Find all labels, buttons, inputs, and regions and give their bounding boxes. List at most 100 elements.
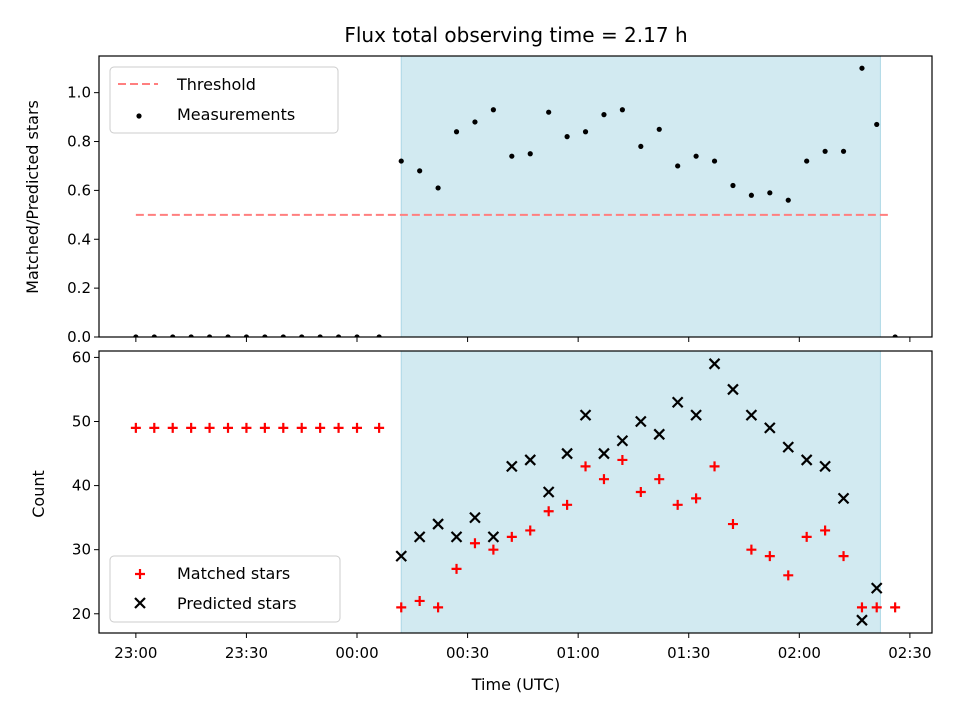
top-axes-frame <box>98 55 933 338</box>
measurement-point <box>527 151 533 157</box>
predicted-stars-point <box>800 454 813 466</box>
bottom-legend: Matched stars Predicted stars <box>109 555 341 623</box>
measurement-point <box>601 112 607 118</box>
measurement-point <box>693 153 699 159</box>
measurement-point <box>638 143 644 150</box>
x-tick-label: 01:30 <box>667 644 710 662</box>
predicted-stars-point <box>432 518 444 530</box>
predicted-stars-point <box>856 614 868 626</box>
bottom-y-tick-label: 40 <box>72 477 91 495</box>
bottom-y-tick-label: 60 <box>72 348 91 366</box>
matched-stars-point <box>820 525 831 536</box>
measurement-point <box>785 197 791 203</box>
bottom-y-tick-label: 30 <box>72 541 91 559</box>
top-series-0 <box>133 65 898 337</box>
predicted-stars-point <box>671 396 684 409</box>
matched-stars-point <box>691 493 702 504</box>
matched-stars-point <box>525 525 536 536</box>
measurement-point <box>317 334 323 337</box>
top-y-tick-label: 0.2 <box>67 279 91 297</box>
chart-title: Flux total observing time = 2.17 h <box>344 23 687 47</box>
measurement-point <box>490 107 496 113</box>
predicted-stars-point <box>708 358 721 370</box>
matched-stars-point <box>130 422 141 433</box>
matched-stars-point <box>783 570 794 581</box>
top-y-tick-label: 0.4 <box>67 230 91 248</box>
count-panel: 20 30 40 50 60 23:00 23:30 00:00 00:30 01:00 01:30… <box>72 348 933 662</box>
predicted-stars-point <box>635 415 647 428</box>
measurement-point <box>509 153 515 159</box>
legend-matched-swatch <box>135 569 145 579</box>
bottom-series-0 <box>130 422 901 613</box>
x-tick-label: 02:30 <box>888 644 931 662</box>
measurement-point <box>299 334 305 337</box>
matched-stars-point <box>296 422 307 433</box>
observing-window-shade <box>400 55 881 338</box>
measurement-point <box>280 334 286 337</box>
matched-stars-point <box>259 422 270 433</box>
matched-stars-point <box>469 538 480 549</box>
predicted-stars-point <box>561 447 573 460</box>
measurement-point <box>354 334 360 337</box>
measurement-point <box>472 119 478 125</box>
matched-stars-point <box>562 499 573 510</box>
matched-stars-point <box>598 474 609 485</box>
matched-stars-point <box>709 461 720 472</box>
matched-stars-point <box>764 551 775 562</box>
predicted-stars-point <box>487 531 500 543</box>
predicted-stars-point <box>690 409 702 421</box>
predicted-stars-point <box>870 582 883 594</box>
ratio-panel: 0.0 0.2 0.4 0.6 0.8 1.0 Threshold Measurements <box>67 55 933 346</box>
legend-measurements-swatch <box>136 113 142 119</box>
x-tick-label: 02:00 <box>778 644 821 662</box>
matched-stars-point <box>727 519 738 530</box>
matched-stars-point <box>186 422 197 433</box>
predicted-stars-point <box>413 531 426 543</box>
measurement-point <box>225 334 231 337</box>
top-y-axis-label: Matched/Predicted stars <box>23 100 42 294</box>
measurement-point <box>564 134 570 140</box>
predicted-stars-point <box>616 434 629 447</box>
measurement-point <box>206 334 213 337</box>
matched-stars-point <box>672 499 683 510</box>
measurement-point <box>748 192 754 198</box>
measurement-point <box>859 65 865 71</box>
matched-stars-point <box>414 595 425 606</box>
measurement-point <box>435 185 441 191</box>
x-tick-label: 00:30 <box>446 644 489 662</box>
legend-predicted-label: Predicted stars <box>177 594 297 613</box>
measurement-point <box>892 334 898 337</box>
matched-stars-point <box>890 602 901 613</box>
bottom-series-1 <box>395 358 883 626</box>
top-y-tick-label: 0.0 <box>67 328 91 346</box>
top-data <box>133 65 898 337</box>
predicted-stars-point <box>542 486 555 498</box>
matched-stars-point <box>488 544 499 555</box>
matched-stars-point <box>352 422 363 433</box>
legend-box <box>109 555 341 623</box>
measurement-point <box>335 334 342 337</box>
matched-stars-point <box>746 544 757 555</box>
measurement-point <box>453 129 460 135</box>
legend-box <box>109 66 339 134</box>
matched-stars-point <box>374 422 385 433</box>
matched-stars-point <box>333 422 344 433</box>
matched-stars-point <box>871 602 882 613</box>
measurement-point <box>376 334 382 337</box>
x-tick-label: 00:00 <box>335 644 378 662</box>
matched-stars-point <box>241 422 252 433</box>
matched-stars-point <box>396 602 407 613</box>
predicted-stars-point <box>395 550 408 562</box>
measurement-point <box>675 163 681 169</box>
legend-predicted-swatch <box>134 597 146 609</box>
predicted-stars-point <box>727 383 739 396</box>
predicted-stars-point <box>506 460 518 473</box>
matched-stars-point <box>506 531 517 542</box>
matched-stars-point <box>580 461 591 472</box>
legend-threshold-label: Threshold <box>176 75 256 94</box>
matched-stars-point <box>543 506 554 517</box>
matched-stars-point <box>617 454 628 465</box>
measurement-point <box>243 334 250 337</box>
predicted-stars-point <box>653 428 666 441</box>
